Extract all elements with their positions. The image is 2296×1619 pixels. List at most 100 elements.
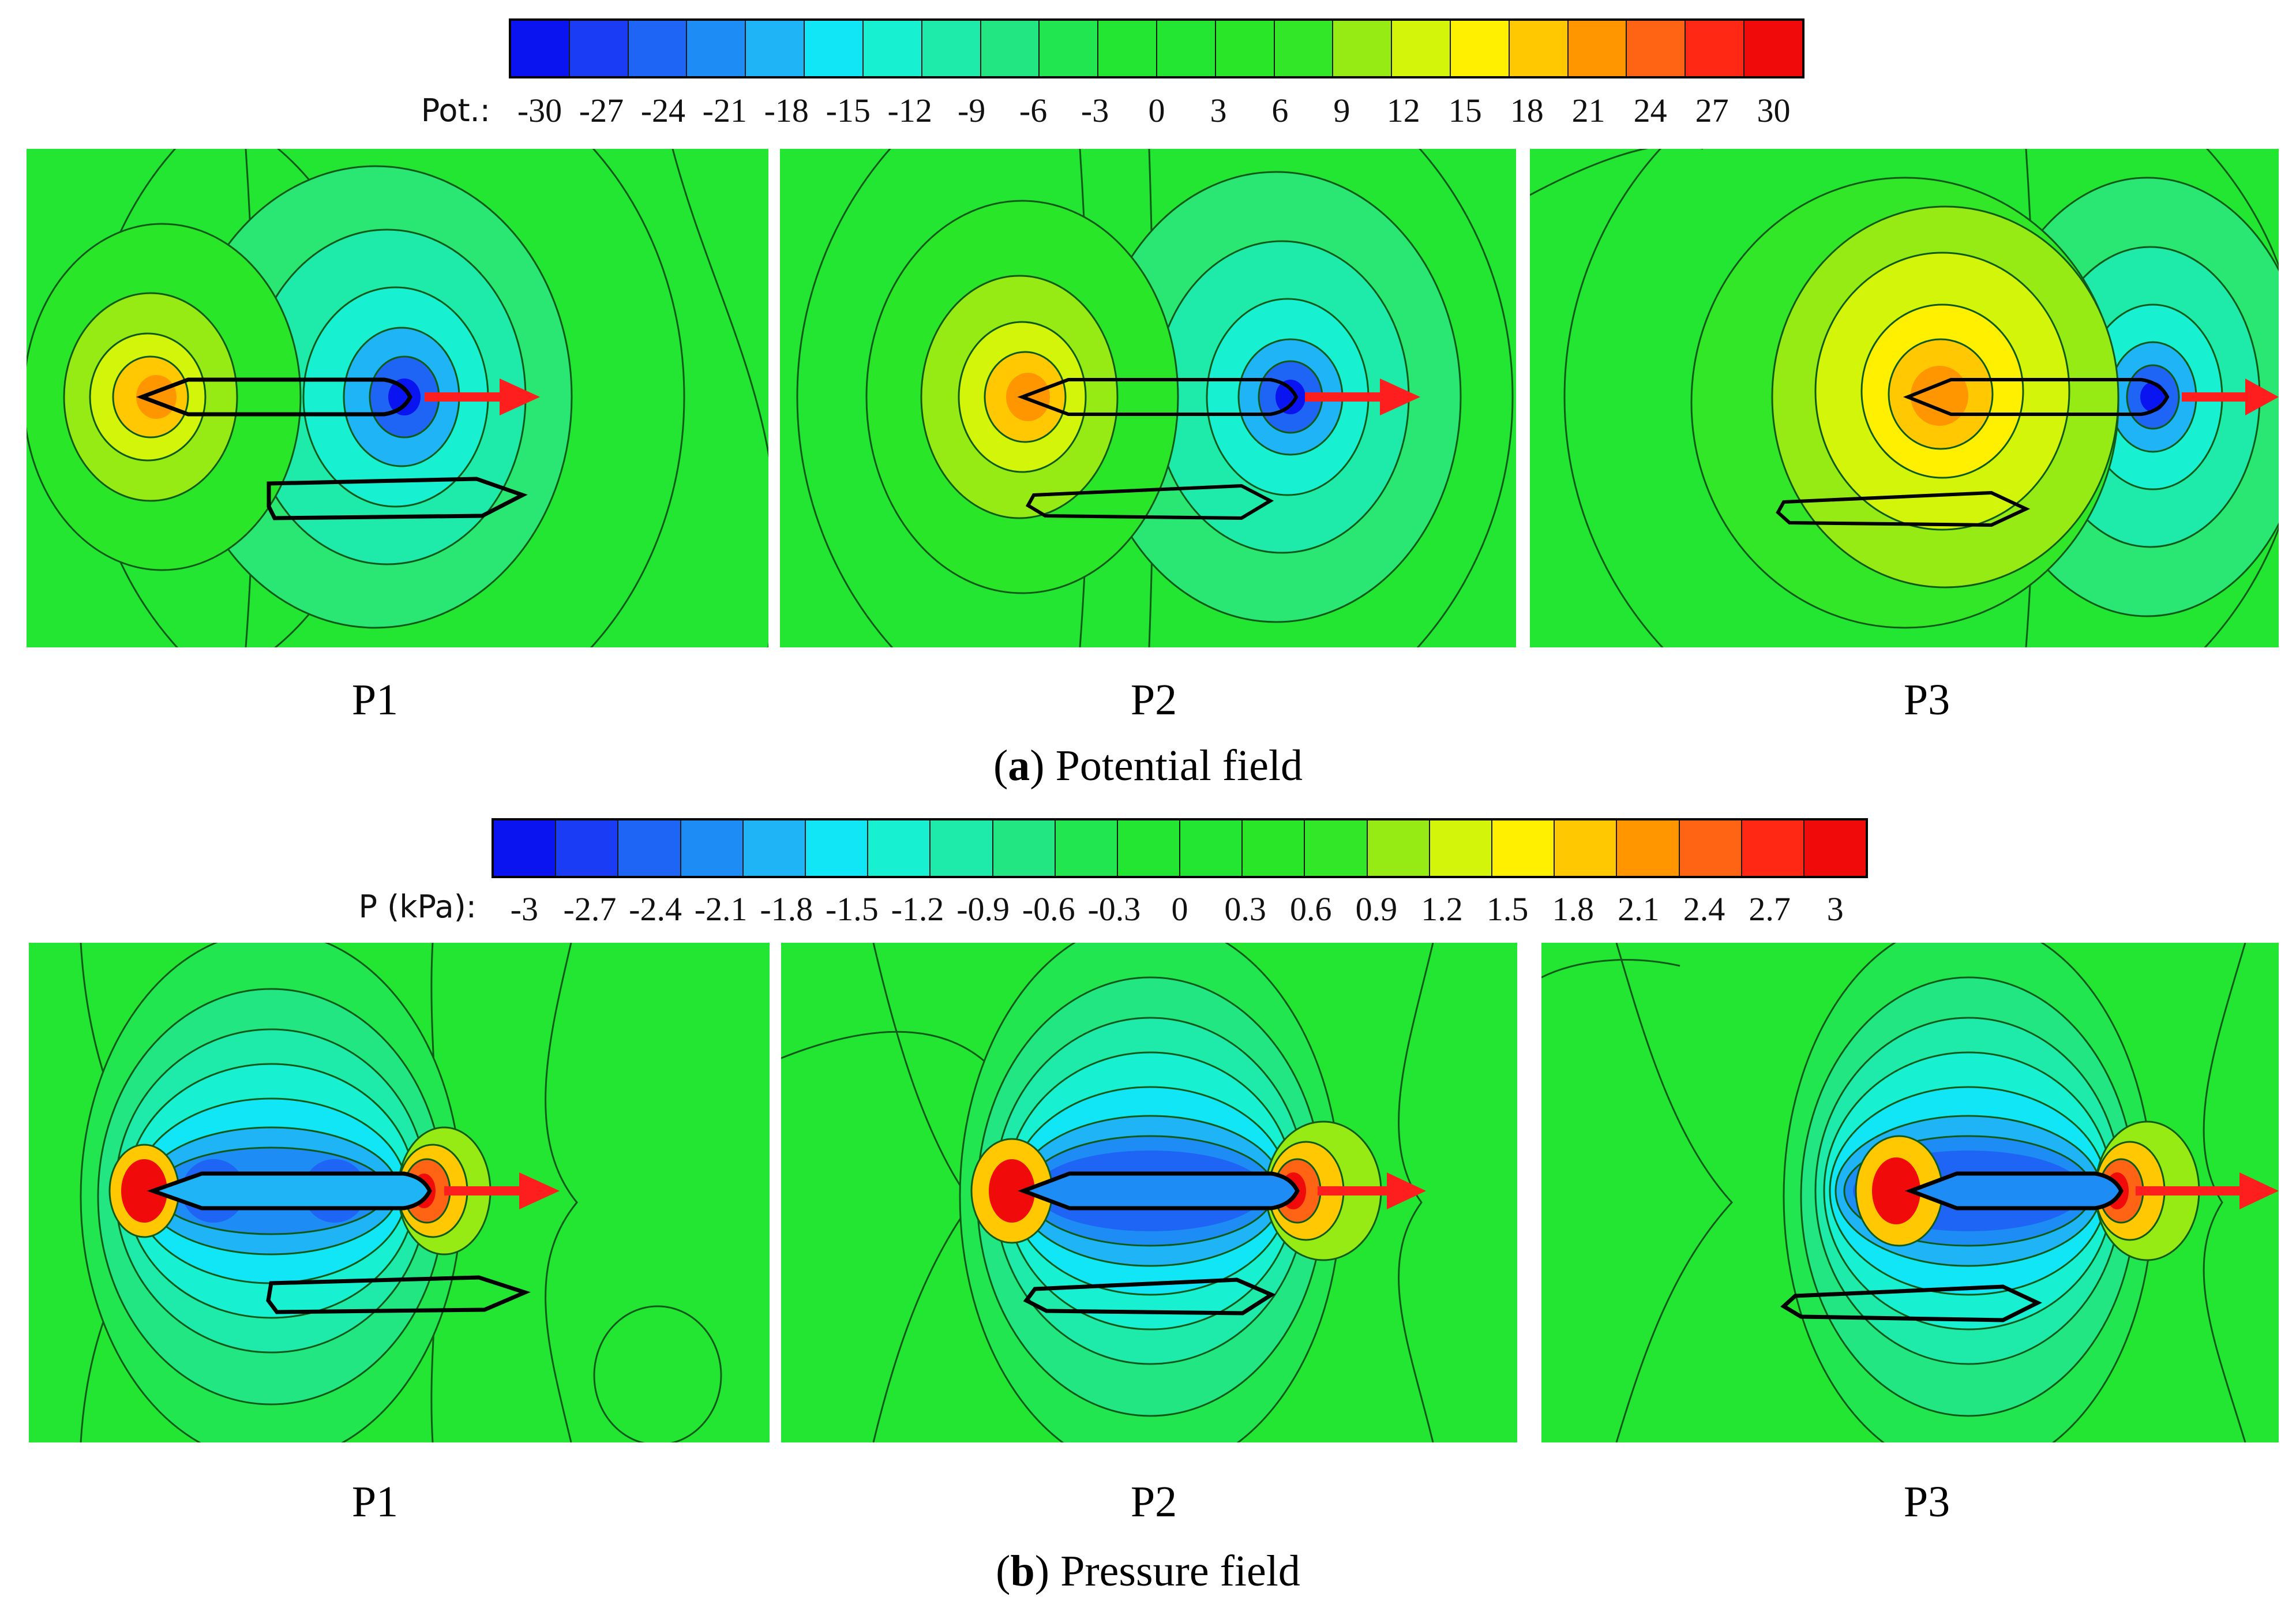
pressure-colorbar-tick: -3 [510, 890, 538, 928]
caption-letter-a: a [1008, 741, 1030, 790]
pressure-label-p3: P3 [1903, 1478, 1950, 1526]
potential-colorbar-swatch [980, 21, 1039, 76]
pressure-colorbar-swatch [1740, 820, 1803, 876]
potential-colorbar-tick: 3 [1210, 92, 1227, 129]
pressure-colorbar-tick: 2.7 [1749, 890, 1791, 928]
potential-colorbar-swatch [804, 21, 862, 76]
potential-colorbar-swatch [921, 21, 980, 76]
pressure-colorbar-tick: -1.8 [760, 890, 813, 928]
potential-colorbar-swatch [1685, 21, 1744, 76]
pressure-colorbar-tick: 0.3 [1224, 890, 1266, 928]
potential-colorbar-tick: -27 [579, 92, 624, 129]
caption-text-a: Potential field [1044, 741, 1303, 790]
pressure-colorbar-tick: 1.5 [1486, 890, 1529, 928]
pressure-colorbar-tick: -0.3 [1087, 890, 1141, 928]
pressure-panel-p1 [29, 943, 770, 1442]
potential-colorbar-tick: -21 [702, 92, 747, 129]
potential-colorbar-swatch [1332, 21, 1391, 76]
pressure-colorbar-swatch [494, 820, 556, 876]
pressure-colorbar-swatch [1366, 820, 1429, 876]
pressure-colorbar-tick: 2.4 [1683, 890, 1725, 928]
potential-colorbar-tick: 0 [1148, 92, 1165, 129]
potential-colorbar-tick: 18 [1510, 92, 1544, 129]
pressure-colorbar-swatch [680, 820, 742, 876]
potential-colorbar-tick: -12 [887, 92, 932, 129]
pressure-colorbar-tick: -2.4 [629, 890, 682, 928]
potential-colorbar-swatch [686, 21, 745, 76]
potential-colorbar-tick: -18 [764, 92, 809, 129]
pressure-colorbar-swatch [1304, 820, 1367, 876]
pressure-colorbar-tick: 0.9 [1355, 890, 1398, 928]
potential-colorbar-swatch [1214, 21, 1274, 76]
pressure-panel-p2 [781, 943, 1517, 1442]
potential-panel-p3 [1530, 149, 2279, 647]
potential-colorbar-swatch [1567, 21, 1626, 76]
pressure-caption: (b) Pressure field [996, 1547, 1300, 1595]
pressure-colorbar-tick: 1.2 [1421, 890, 1463, 928]
pressure-colorbar-tick: 0 [1171, 890, 1188, 928]
pressure-colorbar-swatch [804, 820, 868, 876]
potential-label-p1: P1 [351, 676, 399, 724]
potential-colorbar-tick: -3 [1081, 92, 1109, 129]
potential-colorbar-swatch [1097, 21, 1156, 76]
pressure-colorbar-swatch [1803, 820, 1866, 876]
potential-colorbar-tick: -9 [957, 92, 986, 129]
pressure-colorbar-tick: 2.1 [1618, 890, 1660, 928]
pressure-colorbar-tick: 0.6 [1289, 890, 1332, 928]
pressure-colorbar-swatch [1491, 820, 1554, 876]
potential-colorbar-tick: -24 [640, 92, 686, 129]
potential-colorbar-tick: -6 [1019, 92, 1048, 129]
caption-letter-b: b [1010, 1547, 1035, 1595]
potential-colorbar-swatch [1508, 21, 1567, 76]
potential-colorbar-tick: 6 [1271, 92, 1289, 129]
pressure-label-p2: P2 [1130, 1478, 1177, 1526]
pressure-colorbar-tick: -1.5 [825, 890, 879, 928]
pressure-colorbar-swatch [992, 820, 1055, 876]
potential-panel-p1 [27, 149, 768, 647]
pressure-colorbar-swatch [867, 820, 930, 876]
potential-colorbar-swatch [862, 21, 921, 76]
potential-colorbar-swatch [627, 21, 686, 76]
potential-colorbar-tick: 15 [1448, 92, 1482, 129]
pressure-colorbar [492, 818, 1868, 878]
potential-colorbar-swatch [511, 21, 569, 76]
pressure-colorbar-swatch [1554, 820, 1616, 876]
pressure-colorbar-swatch [742, 820, 805, 876]
pressure-colorbar-tick: 1.8 [1552, 890, 1594, 928]
pressure-colorbar-swatch [555, 820, 618, 876]
potential-panel-p2 [780, 149, 1516, 647]
pressure-colorbar-swatch [1054, 820, 1117, 876]
pressure-colorbar-swatch [1616, 820, 1679, 876]
pressure-colorbar-tick: -0.9 [956, 890, 1010, 928]
potential-colorbar-swatch [1038, 21, 1098, 76]
potential-colorbar-tick: 12 [1386, 92, 1420, 129]
potential-colorbar-swatch [1626, 21, 1685, 76]
potential-colorbar-swatch [1273, 21, 1333, 76]
pressure-colorbar-tick: 3 [1826, 890, 1844, 928]
potential-colorbar-label: Pot.: [421, 92, 490, 129]
pressure-colorbar-swatch [617, 820, 680, 876]
potential-colorbar-tick: 21 [1571, 92, 1605, 129]
potential-label-p3: P3 [1903, 676, 1950, 724]
potential-colorbar-tick: 27 [1695, 92, 1729, 129]
potential-colorbar-tick: 30 [1757, 92, 1791, 129]
pressure-colorbar-tick: -1.2 [891, 890, 944, 928]
pressure-colorbar-tick: -2.7 [563, 890, 617, 928]
pressure-colorbar-swatch [929, 820, 992, 876]
potential-colorbar-tick: -15 [826, 92, 871, 129]
potential-colorbar-tick: -30 [517, 92, 562, 129]
potential-colorbar-swatch [1743, 21, 1802, 76]
pressure-colorbar-tick: -2.1 [694, 890, 748, 928]
potential-colorbar-swatch [568, 21, 628, 76]
pressure-colorbar-swatch [1678, 820, 1741, 876]
pressure-label-p1: P1 [351, 1478, 399, 1526]
potential-colorbar-tick: 9 [1333, 92, 1350, 129]
potential-colorbar-swatch [1450, 21, 1509, 76]
potential-colorbar-ticks: -30 -27 -24 -21 -18 -15 -12 -9 -6 -3 0 3 6 9 12 15 18 21 2… [509, 91, 1804, 132]
pressure-colorbar-swatch [1179, 820, 1242, 876]
pressure-colorbar-ticks: -3 -2.7 -2.4 -2.1 -1.8 -1.5 -1.2 -0.9 -0.6 -0.3 0 0… [492, 890, 1868, 930]
potential-colorbar-swatch [745, 21, 804, 76]
potential-colorbar [509, 18, 1804, 78]
potential-colorbar-tick: 24 [1633, 92, 1667, 129]
potential-caption: (a) Potential field [993, 741, 1303, 790]
